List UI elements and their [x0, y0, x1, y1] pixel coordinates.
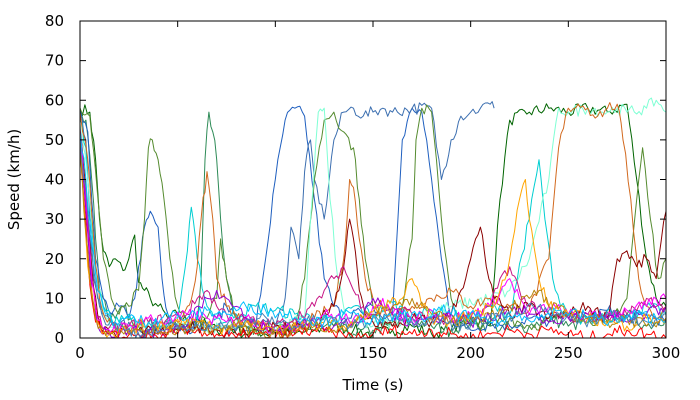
- x-tick-label: 50: [168, 344, 187, 362]
- series-line-15: [79, 147, 667, 339]
- plot-frame: [79, 20, 667, 339]
- y-tick-label: 60: [45, 91, 64, 109]
- series-line-13: [79, 143, 667, 339]
- y-tick-label: 50: [45, 131, 64, 149]
- y-tick-label: 30: [45, 210, 64, 228]
- x-tick-label: 200: [456, 344, 485, 362]
- y-axis-label: Speed (km/h): [5, 129, 23, 230]
- x-tick-label: 150: [359, 344, 388, 362]
- series-line-5: [79, 104, 667, 337]
- x-axis-label: Time (s): [342, 376, 404, 394]
- series-line-10: [79, 127, 667, 334]
- series-line-8: [79, 102, 667, 336]
- series-layer: [79, 97, 667, 339]
- y-tick-label: 0: [54, 329, 64, 347]
- y-tick-label: 10: [45, 289, 64, 307]
- y-tick-label: 40: [45, 171, 64, 189]
- series-line-2: [79, 111, 667, 339]
- x-tick-label: 250: [554, 344, 583, 362]
- x-tick-label: 0: [75, 344, 85, 362]
- y-tick-label: 70: [45, 52, 64, 70]
- series-line-14: [79, 139, 667, 339]
- y-tick-label: 20: [45, 250, 64, 268]
- y-tick-label: 80: [45, 12, 64, 30]
- x-tick-label: 100: [261, 344, 290, 362]
- series-line-4: [79, 101, 495, 336]
- series-line-17: [79, 131, 667, 329]
- x-tick-label: 300: [652, 344, 681, 362]
- axis-layer: 0 50 100 150 200 250 300 0 10 20 30 40 50 60 70 80: [45, 12, 680, 362]
